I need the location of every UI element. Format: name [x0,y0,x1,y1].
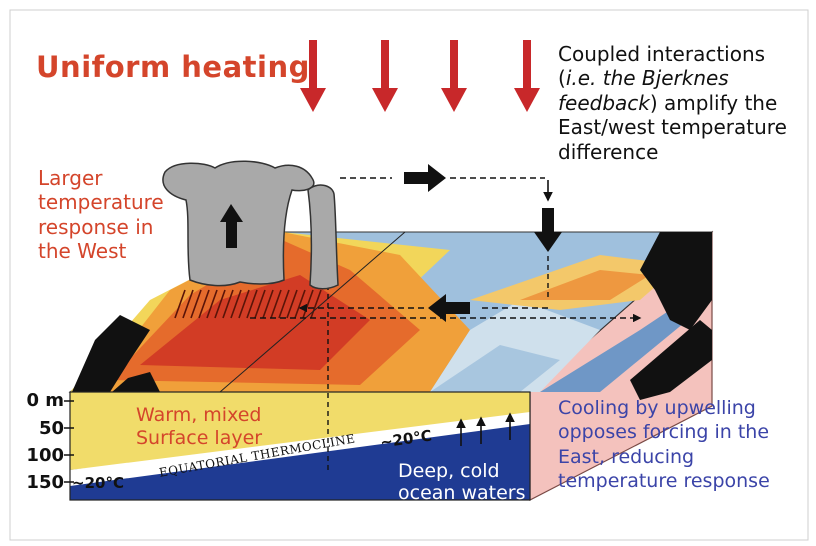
larger-line-4: the West [38,239,127,264]
cooling-line-3: East, reducing [558,445,695,468]
warm-layer-text: Warm, mixed Surface layer [136,404,262,450]
cooling-line-4: temperature response [558,469,770,492]
land-masses [72,232,712,400]
coupled-interactions-text: Coupled interactions (i.e. the Bjerknes … [558,42,787,164]
depth-ticks [64,400,74,483]
deep-line-1: Deep, cold [398,460,500,482]
heating-arrows [300,40,540,112]
upwelling-arrows [456,412,515,446]
coupled-line-3-rest: ) amplify the [649,90,778,115]
front-face-outline [69,391,531,501]
coupled-line-1: Coupled interactions [558,42,766,66]
heating-arrow-4-icon [514,40,540,112]
isotherm-west-label: ~20°C [72,474,124,492]
warm-surface-layer [70,392,530,470]
depth-label-50: 50 [38,418,64,439]
cooling-upwelling-text: Cooling by upwelling opposes forcing in … [558,396,770,493]
coupled-line-2-italic: i.e. the Bjerknes [565,66,729,91]
depth-label-100: 100 [26,445,64,466]
convective-cloud [162,160,339,290]
sst-pattern [70,232,712,392]
title-uniform-heating: Uniform heating [36,50,310,84]
coupled-line-3-italic: feedback [558,90,650,115]
warm-line-2: Surface layer [136,427,263,450]
coupled-line-4: East/west temperature [558,115,787,140]
thermocline-band [70,412,530,486]
depth-label-150: 150 [26,472,64,493]
coupled-line-2-open: ( [558,66,566,91]
larger-line-3: response in [38,214,154,239]
heating-arrow-3-icon [441,40,467,112]
descending-arrow-icon [534,208,562,252]
upper-flow-arrow-icon [404,164,446,192]
cooling-line-2: opposes forcing in the [558,421,770,444]
larger-line-2: temperature [38,190,164,215]
warm-line-1: Warm, mixed [136,404,262,426]
heating-arrow-2-icon [372,40,398,112]
larger-line-1: Larger [38,166,103,190]
deep-water-text: Deep, cold ocean waters [398,460,526,505]
meridian-line [219,231,406,393]
trade-wind-arrow-icon [428,294,470,322]
updraft-arrow-icon [220,204,243,248]
depth-label-0: 0 m [26,390,64,411]
heating-arrow-1-icon [300,40,326,112]
cooling-line-1: Cooling by upwelling [558,397,756,419]
coupled-line-5: difference [558,139,659,164]
larger-response-text: Larger temperature response in the West [38,166,164,264]
deep-line-2: ocean waters [398,482,526,505]
